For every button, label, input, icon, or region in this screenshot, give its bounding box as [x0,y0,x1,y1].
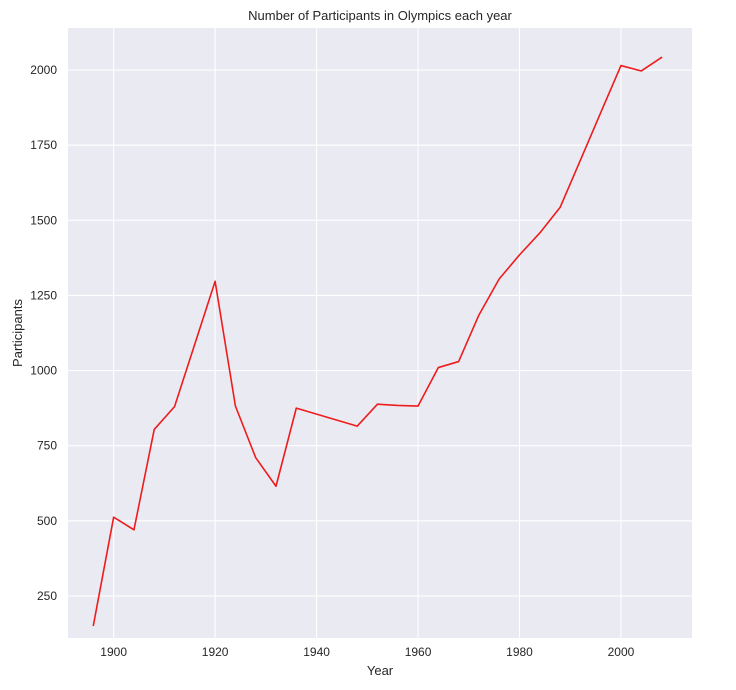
y-tick-label: 1000 [30,364,57,378]
y-tick-label: 500 [37,514,57,528]
series-layer [92,56,663,627]
x-gridlines [113,28,622,638]
y-tick-labels: 250 500 750 1000 1250 1500 1750 2000 [30,63,57,603]
y-tick-label: 2000 [30,63,57,77]
y-tick-label: 250 [37,589,57,603]
x-tick-labels: 1900 1920 1940 1960 1980 2000 [100,645,634,659]
x-tick-label: 1960 [405,645,432,659]
x-tick-label: 1900 [100,645,127,659]
y-tick-label: 750 [37,439,57,453]
y-tick-label: 1500 [30,213,57,227]
x-tick-label: 1940 [303,645,330,659]
y-tick-label: 1250 [30,288,57,302]
y-gridlines [68,69,692,597]
plot-area [68,28,692,638]
chart-title: Number of Participants in Olympics each … [248,8,512,23]
x-axis-title: Year [367,663,394,678]
x-tick-label: 1980 [506,645,533,659]
y-axis-title: Participants [10,299,25,367]
x-tick-label: 1920 [202,645,229,659]
series-line [92,56,663,627]
x-tick-label: 2000 [608,645,635,659]
y-tick-label: 1750 [30,138,57,152]
